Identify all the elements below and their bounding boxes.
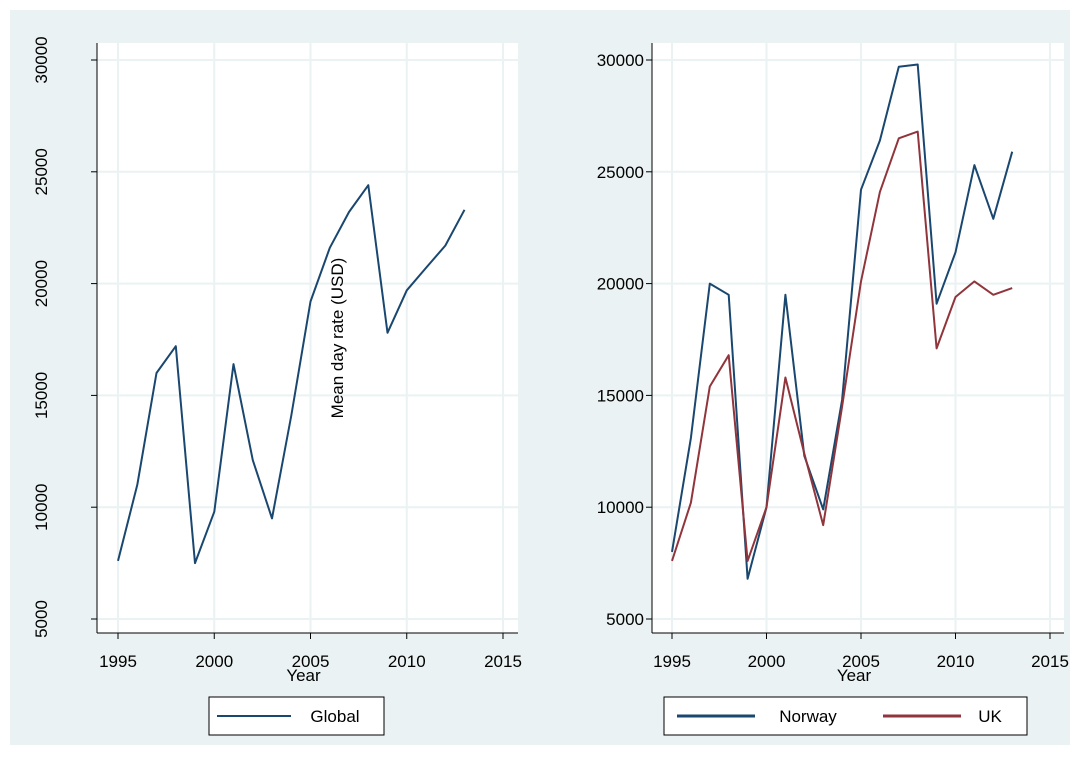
legend-label: Norway xyxy=(779,707,837,726)
series-line-global xyxy=(117,184,466,565)
series-line-norway xyxy=(671,63,1014,580)
x-tick-label: 2015 xyxy=(1031,652,1069,671)
y-tick-label: 20000 xyxy=(32,260,51,307)
x-axis-label: Year xyxy=(837,666,872,685)
x-tick-label: 1995 xyxy=(653,652,691,671)
x-tick-label: 2010 xyxy=(937,652,975,671)
series-line-uk xyxy=(671,130,1013,562)
x-axis-label: Year xyxy=(286,666,321,685)
legend-label: UK xyxy=(978,707,1002,726)
y-axis-label: Mean day rate (USD) xyxy=(328,258,347,419)
legend-label: Global xyxy=(310,707,359,726)
y-tick-label: 10000 xyxy=(597,498,644,517)
y-tick-label: 25000 xyxy=(32,148,51,195)
y-tick-label: 30000 xyxy=(597,51,644,70)
x-tick-label: 2000 xyxy=(195,652,233,671)
y-tick-label: 25000 xyxy=(597,163,644,182)
y-tick-label: 30000 xyxy=(32,36,51,83)
x-tick-label: 2000 xyxy=(748,652,786,671)
y-tick-label: 15000 xyxy=(32,372,51,419)
x-tick-label: 1995 xyxy=(99,652,137,671)
y-tick-label: 10000 xyxy=(32,484,51,531)
y-tick-label: 5000 xyxy=(606,610,644,629)
y-tick-label: 5000 xyxy=(32,600,51,638)
x-tick-label: 2005 xyxy=(292,652,330,671)
y-tick-label: 15000 xyxy=(597,386,644,405)
x-tick-label: 2010 xyxy=(388,652,426,671)
plot-area xyxy=(652,43,1064,633)
y-tick-label: 20000 xyxy=(597,275,644,294)
plot-area xyxy=(97,43,518,633)
x-tick-label: 2015 xyxy=(484,652,522,671)
x-tick-label: 2005 xyxy=(842,652,880,671)
